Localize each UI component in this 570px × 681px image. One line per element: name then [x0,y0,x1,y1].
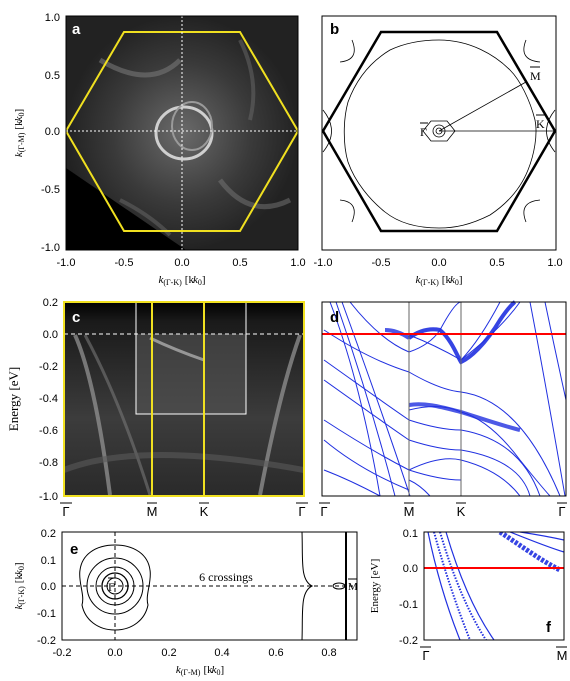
point-m-b: M [530,69,541,83]
tick-a-y-1: 0.5 [45,70,60,82]
tick-d-x-2: K [457,504,466,519]
tick-e-x-0: -0.2 [53,647,72,659]
yellow-hexagon [66,31,298,232]
axis-c-y-label: Energy [eV] [6,367,21,431]
tick-e-x-1: 0.0 [107,647,122,659]
axis-b-x-ticks: -1.0 -0.5 0.0 0.5 1.0 [314,257,563,269]
tick-d-x-3: Γ [558,504,565,519]
axis-e-y-ticks: 0.2 0.1 0.0 -0.1 -0.2 [37,528,56,647]
tick-c-x-2: K [200,504,209,519]
panel-f: f 0.1 0.0 -0.1 -0.2 Energy [eV] Γ M [369,528,567,663]
arpes-fermi-map [66,16,298,250]
axis-e-y-label: k(Γ-K)[kk0] [13,562,26,609]
tick-f-x-1: M [557,648,568,663]
tick-c-y-4: -0.6 [39,425,58,437]
tick-f-y-3: -0.2 [399,635,418,647]
tick-c-y-3: -0.4 [39,393,58,405]
gamma-m-line [438,81,527,132]
crossings-annotation: 6 crossings [199,570,253,584]
tick-a-y-4: -1.0 [41,242,60,254]
tick-c-y-0: 0.2 [43,297,58,309]
point-m-e: M [348,581,358,593]
axis-a-x-ticks: -1.0 -0.5 0.0 0.5 1.0 [57,257,306,269]
axis-f-y-ticks: 0.1 0.0 -0.1 -0.2 [399,528,418,647]
axis-f-y-label: Energy [eV] [369,559,381,613]
tick-a-y-3: -0.5 [41,184,60,196]
fermi-contours-e [62,532,357,640]
tick-e-y-2: 0.0 [41,581,56,593]
tick-e-x-5: 0.8 [321,647,336,659]
tick-a-y-2: 0.0 [45,126,60,138]
axis-a-y-label: k(Γ-M)[kk0] [13,109,26,157]
tick-a-x-2: 0.0 [174,257,189,269]
tick-c-y-5: -0.8 [39,457,58,469]
tick-b-x-4: 1.0 [547,257,562,269]
panel-c: c 0.2 0.0 -0.2 -0.4 -0.6 -0.8 -1.0 Energ… [6,297,308,519]
tick-a-x-3: 0.5 [232,257,247,269]
axis-e-x-ticks: -0.2 0.0 0.2 0.4 0.6 0.8 [53,647,337,659]
tick-f-y-2: -0.1 [399,599,418,611]
tick-e-x-3: 0.4 [214,647,229,659]
panel-label-d: d [330,309,339,326]
tick-b-x-1: -0.5 [372,257,391,269]
tick-f-x-0: Γ [422,648,429,663]
panel-b: b Γ M K -1.0 -0.5 0.0 0.5 1.0 k(Γ-K) [kk0… [314,15,563,287]
zoom-bands-f [427,532,564,640]
panel-e: e 6 crossings Γ M 0.2 0.1 0.0 -0.1 -0.2 … [13,528,358,677]
tick-b-x-3: 0.5 [489,257,504,269]
tick-c-y-6: -1.0 [39,491,58,503]
tick-a-y-0: 1.0 [45,12,60,24]
axis-b-x-label: k(Γ-K) [kk0] [415,274,462,287]
tick-e-y-0: 0.2 [41,528,56,540]
tick-e-y-1: 0.1 [41,555,56,567]
tick-c-x-1: M [147,504,158,519]
panel-d: d Γ M K Γ [319,300,567,519]
panel-label-b: b [330,21,339,38]
tick-c-y-2: -0.2 [39,361,58,373]
tick-e-x-4: 0.6 [268,647,283,659]
axis-d-x-ticks: Γ M K Γ [320,504,565,519]
panel-label-a: a [72,21,81,38]
axis-c-y-ticks: 0.2 0.0 -0.2 -0.4 -0.6 -0.8 -1.0 [39,297,58,503]
dft-bands [323,302,566,496]
point-gamma-b: Γ [420,125,427,139]
fermi-contour-outer [343,39,537,229]
tick-d-x-0: Γ [320,504,327,519]
tick-e-x-2: 0.2 [161,647,176,659]
tick-b-x-2: 0.0 [431,257,446,269]
tick-a-x-4: 1.0 [290,257,305,269]
tick-c-x-0: Γ [62,504,69,519]
tick-d-x-1: M [404,504,415,519]
panel-a: a 1.0 0.5 0.0 -0.5 -1.0 -1.0 -0.5 0.0 0.… [13,12,306,287]
axis-a-x-label: k(Γ-K) [kk0] [158,274,205,287]
tick-c-y-1: 0.0 [43,329,58,341]
tick-e-y-4: -0.2 [37,635,56,647]
panel-label-f: f [546,619,552,636]
tick-e-y-3: -0.1 [37,608,56,620]
tick-f-y-1: 0.0 [403,563,418,575]
axis-e-x-label: k(Γ-M) [kk0] [176,664,224,677]
tick-a-x-1: -0.5 [115,257,134,269]
axis-f-x-ticks: Γ M [422,648,567,663]
tick-f-y-0: 0.1 [403,528,418,540]
panel-label-e: e [70,541,78,558]
axis-c-x-ticks: Γ M K Γ [62,504,305,519]
panel-c-frame [63,301,305,497]
axis-a-y-ticks: 1.0 0.5 0.0 -0.5 -1.0 [41,12,60,254]
panel-label-c: c [72,309,80,326]
point-gamma-e: Γ [108,580,115,594]
tick-a-x-0: -1.0 [57,257,76,269]
bz-hexagon [321,30,557,233]
arpes-band-map [64,302,304,496]
tick-c-x-3: Γ [298,504,305,519]
tick-b-x-0: -1.0 [314,257,333,269]
point-k-b: K [536,117,545,131]
